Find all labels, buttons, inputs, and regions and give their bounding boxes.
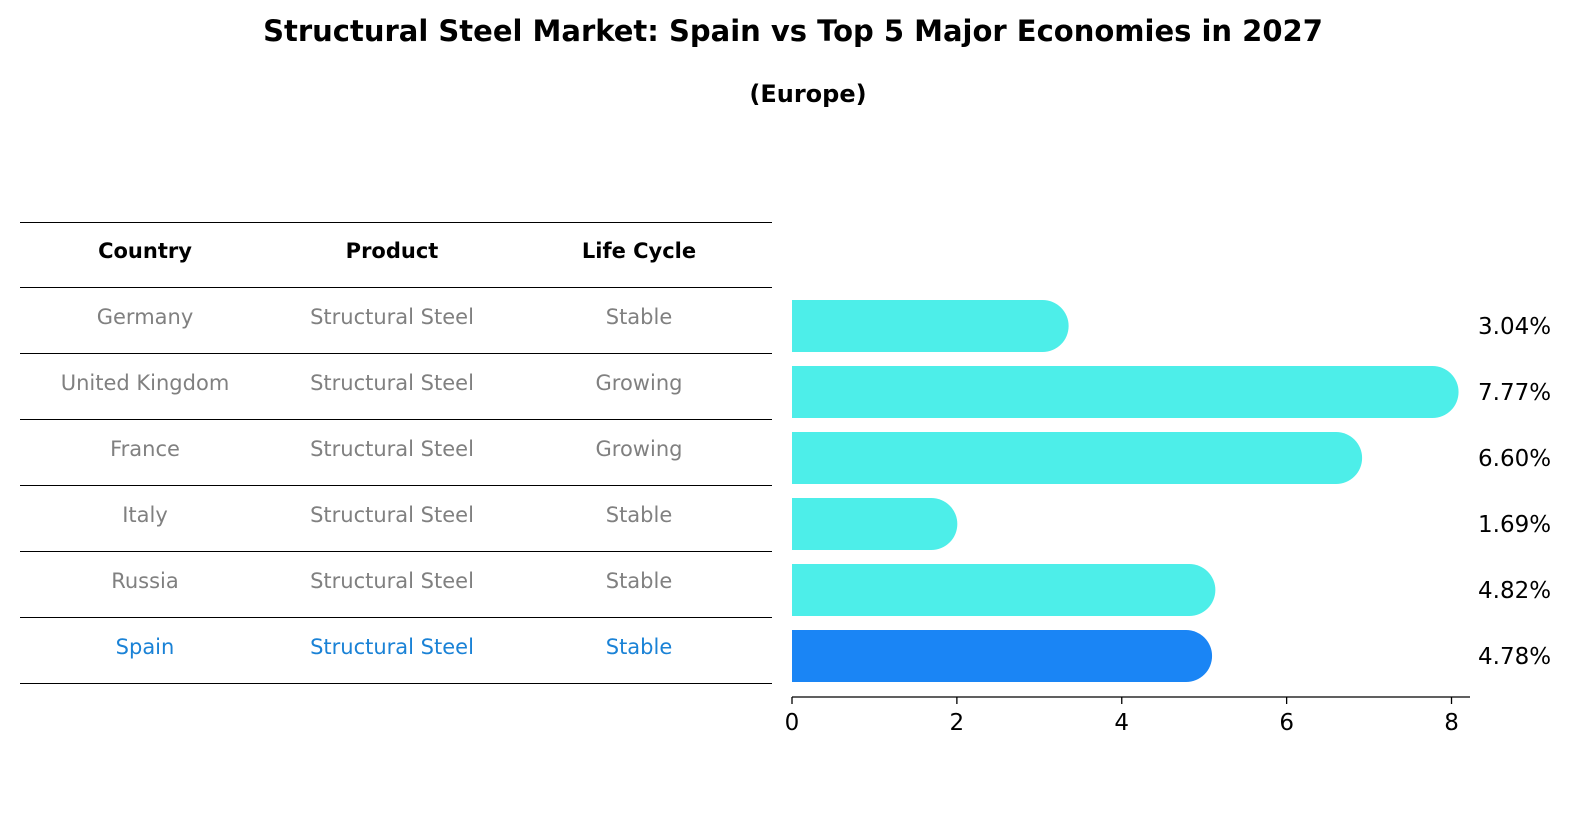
table-row-rule [20,485,772,486]
chart-subtitle: (Europe) [749,80,867,108]
table-cell-life-cycle-highlight: Stable [605,635,673,659]
bar [792,564,1216,616]
bar-value-label: 7.77% [1478,380,1551,406]
bar-value-label: 1.69% [1478,512,1551,538]
bar [792,432,1363,484]
table-top-rule [20,222,772,223]
table-cell-product: Structural Steel [310,305,474,329]
table-cell-life-cycle: Stable [605,305,673,329]
bar-highlight [792,630,1213,682]
table-cell-country: Italy [122,503,168,527]
table-cell-product: Structural Steel [310,371,474,395]
x-tick-label: 4 [1114,710,1129,736]
chart-title: Structural Steel Market: Spain vs Top 5 … [263,14,1323,48]
table-cell-life-cycle: Growing [595,371,683,395]
table-row-rule [20,419,772,420]
table-bottom-rule [20,683,772,684]
table-cell-life-cycle: Stable [605,503,673,527]
header-product: Product [345,239,439,263]
table-header-rule [20,287,772,288]
table-row-rule [20,617,772,618]
bar-value-label: 3.04% [1478,314,1551,340]
bar-value-label: 6.60% [1478,446,1551,472]
bar [792,300,1069,352]
bar [792,366,1459,418]
x-tick-label: 6 [1279,710,1294,736]
table-cell-country: Russia [111,569,179,593]
table-cell-country: France [110,437,180,461]
bar-value-label: 4.78% [1478,644,1551,670]
x-tick-label: 8 [1444,710,1459,736]
table-cell-product-highlight: Structural Steel [310,635,474,659]
header-life-cycle: Life Cycle [581,239,697,263]
table-cell-country: United Kingdom [60,371,230,395]
x-tick-label: 0 [785,710,800,736]
table-cell-country-highlight: Spain [115,635,175,659]
bar-value-label: 4.82% [1478,578,1551,604]
table-cell-product: Structural Steel [310,569,474,593]
table-row-rule [20,551,772,552]
table-cell-product: Structural Steel [310,437,474,461]
table-cell-product: Structural Steel [310,503,474,527]
table-cell-country: Germany [96,305,194,329]
x-tick-label: 2 [950,710,965,736]
bar [792,498,958,550]
table-cell-life-cycle: Growing [595,437,683,461]
header-country: Country [98,239,192,263]
table-cell-life-cycle: Stable [605,569,673,593]
table-row-rule [20,353,772,354]
